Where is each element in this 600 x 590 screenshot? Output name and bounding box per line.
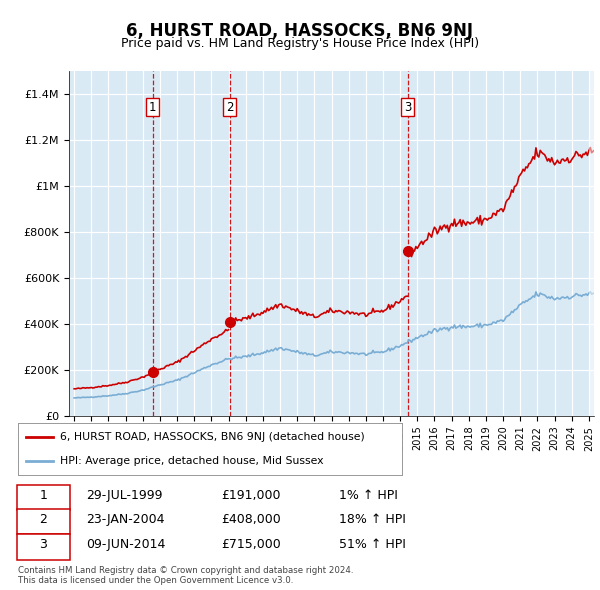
FancyBboxPatch shape <box>17 509 70 534</box>
Text: £408,000: £408,000 <box>221 513 281 526</box>
Text: 3: 3 <box>404 100 412 113</box>
Bar <box>589 71 598 416</box>
FancyBboxPatch shape <box>17 534 70 560</box>
Text: 3: 3 <box>40 538 47 551</box>
Text: 2: 2 <box>40 513 47 526</box>
Text: HPI: Average price, detached house, Mid Sussex: HPI: Average price, detached house, Mid … <box>60 456 324 466</box>
Text: 23-JAN-2004: 23-JAN-2004 <box>86 513 164 526</box>
Text: 6, HURST ROAD, HASSOCKS, BN6 9NJ (detached house): 6, HURST ROAD, HASSOCKS, BN6 9NJ (detach… <box>60 432 365 442</box>
Text: 1: 1 <box>149 100 157 113</box>
Text: £191,000: £191,000 <box>221 489 281 502</box>
Text: 1% ↑ HPI: 1% ↑ HPI <box>340 489 398 502</box>
FancyBboxPatch shape <box>17 485 70 510</box>
Text: 51% ↑ HPI: 51% ↑ HPI <box>340 538 406 551</box>
Text: Contains HM Land Registry data © Crown copyright and database right 2024.
This d: Contains HM Land Registry data © Crown c… <box>18 566 353 585</box>
Text: 2: 2 <box>226 100 233 113</box>
Text: 1: 1 <box>40 489 47 502</box>
Text: £715,000: £715,000 <box>221 538 281 551</box>
Text: 09-JUN-2014: 09-JUN-2014 <box>86 538 165 551</box>
Text: 6, HURST ROAD, HASSOCKS, BN6 9NJ: 6, HURST ROAD, HASSOCKS, BN6 9NJ <box>127 22 473 41</box>
Text: 29-JUL-1999: 29-JUL-1999 <box>86 489 162 502</box>
Text: Price paid vs. HM Land Registry's House Price Index (HPI): Price paid vs. HM Land Registry's House … <box>121 37 479 50</box>
Text: 18% ↑ HPI: 18% ↑ HPI <box>340 513 406 526</box>
